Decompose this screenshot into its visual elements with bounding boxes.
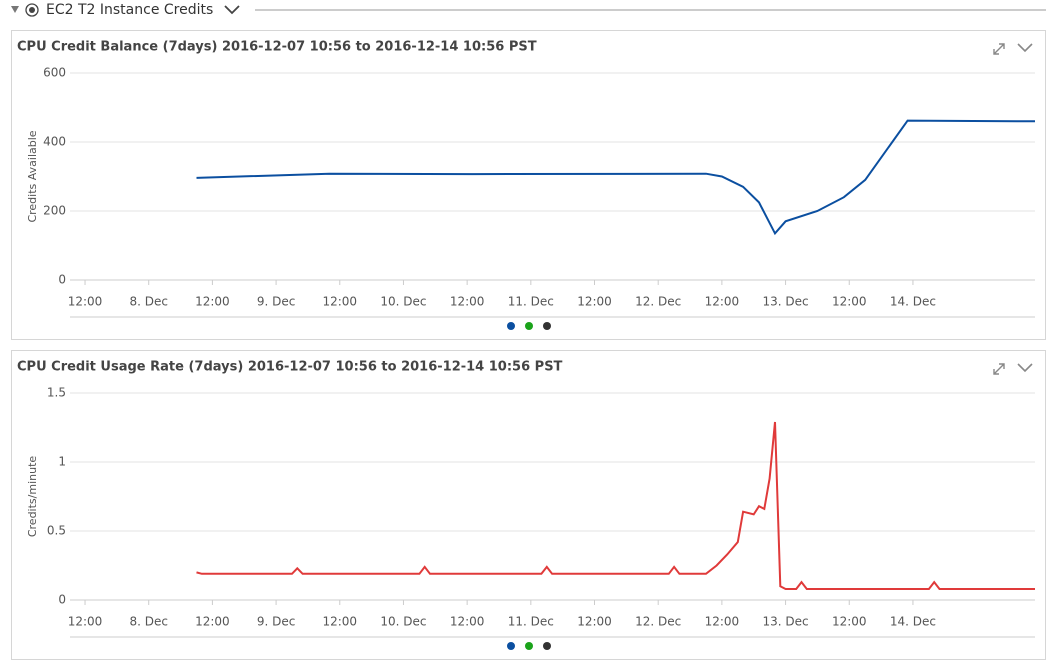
y-tick-label: 0.5 — [47, 524, 66, 538]
y-tick-label: 600 — [43, 66, 66, 80]
x-tick-label: 13. Dec — [763, 295, 809, 309]
y-tick-label: 200 — [43, 204, 66, 218]
y-tick-label: 1 — [58, 455, 66, 469]
chart-title: CPU Credit Usage Rate (7days) 2016-12-07… — [17, 360, 563, 375]
legend-dot[interactable] — [543, 322, 551, 330]
legend-dot[interactable] — [507, 642, 515, 650]
collapse-toggle[interactable] — [11, 6, 19, 13]
x-tick-label: 12:00 — [577, 295, 612, 309]
x-tick-label: 14. Dec — [890, 615, 936, 629]
legend-dot[interactable] — [525, 322, 533, 330]
y-tick-label: 0 — [58, 593, 66, 607]
panel — [11, 350, 1046, 660]
x-tick-label: 9. Dec — [257, 295, 295, 309]
x-tick-label: 12. Dec — [635, 295, 681, 309]
x-tick-label: 8. Dec — [129, 295, 167, 309]
expand-icon[interactable] — [993, 43, 1005, 55]
expand-icon[interactable] — [993, 363, 1005, 375]
x-tick-label: 12:00 — [450, 615, 485, 629]
x-tick-label: 12:00 — [705, 615, 740, 629]
x-tick-label: 14. Dec — [890, 295, 936, 309]
y-axis-label: Credits/minute — [26, 456, 39, 538]
x-tick-label: 12:00 — [195, 295, 230, 309]
x-tick-label: 12:00 — [450, 295, 485, 309]
x-tick-label: 12:00 — [68, 295, 103, 309]
legend-dot[interactable] — [543, 642, 551, 650]
x-tick-label: 12:00 — [322, 295, 357, 309]
x-tick-label: 9. Dec — [257, 615, 295, 629]
legend-dot[interactable] — [525, 642, 533, 650]
series-line — [196, 119, 1036, 236]
x-tick-label: 10. Dec — [380, 295, 426, 309]
y-tick-label: 400 — [43, 135, 66, 149]
x-tick-label: 12:00 — [577, 615, 612, 629]
x-tick-label: 12:00 — [68, 615, 103, 629]
x-tick-label: 8. Dec — [129, 615, 167, 629]
series-line — [196, 421, 1035, 590]
x-tick-label: 12:00 — [832, 615, 867, 629]
x-tick-label: 12. Dec — [635, 615, 681, 629]
section-title: EC2 T2 Instance Credits — [46, 2, 213, 18]
x-tick-label: 10. Dec — [380, 615, 426, 629]
y-axis-label: Credits Available — [26, 130, 39, 222]
chart-title: CPU Credit Balance (7days) 2016-12-07 10… — [17, 40, 537, 55]
x-tick-label: 11. Dec — [508, 295, 554, 309]
x-tick-label: 13. Dec — [763, 615, 809, 629]
panel-menu[interactable] — [1017, 363, 1033, 373]
section-menu[interactable] — [224, 5, 240, 15]
y-tick-label: 1.5 — [47, 386, 66, 400]
radio-dot — [29, 7, 35, 13]
y-tick-label: 0 — [58, 273, 66, 287]
x-tick-label: 12:00 — [195, 615, 230, 629]
x-tick-label: 12:00 — [705, 295, 740, 309]
radio-icon — [25, 3, 39, 17]
x-tick-label: 12:00 — [322, 615, 357, 629]
x-tick-label: 11. Dec — [508, 615, 554, 629]
panel-menu[interactable] — [1017, 43, 1033, 53]
x-tick-label: 12:00 — [832, 295, 867, 309]
legend-dot[interactable] — [507, 322, 515, 330]
panel — [11, 30, 1046, 340]
